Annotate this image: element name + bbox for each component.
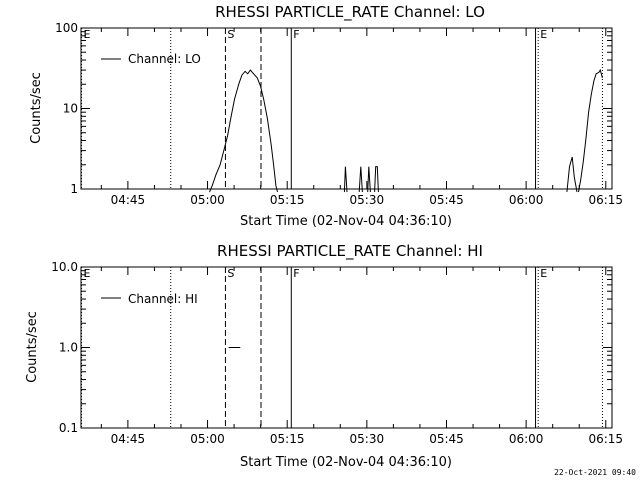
hi-x-tick-label: 06:00 (509, 432, 544, 446)
lo-y-axis-label: Counts/sec (29, 72, 44, 144)
lo-marker-label: E (84, 28, 91, 41)
lo-x-tick-label: 06:15 (588, 193, 623, 207)
hi-channel-panel: RHESSI PARTICLE_RATE Channel: HI Start T… (25, 242, 623, 470)
hi-y-tick-label: 1.0 (59, 341, 78, 355)
lo-x-tick-label: 05:15 (270, 193, 305, 207)
lo-x-tick-label: 04:45 (111, 193, 146, 207)
hi-marker-label: S (227, 267, 234, 280)
hi-chart-title: RHESSI PARTICLE_RATE Channel: HI (217, 242, 483, 261)
lo-series-line (358, 166, 363, 193)
lo-marker-label: S (227, 28, 234, 41)
lo-y-tick-label: 1 (70, 182, 78, 196)
lo-x-tick-label: 06:00 (509, 193, 544, 207)
lo-x-tick-label: 05:00 (190, 193, 225, 207)
hi-x-tick-label: 04:45 (111, 432, 146, 446)
hi-x-tick-label: 05:00 (190, 432, 225, 446)
lo-x-axis-label: Start Time (02-Nov-04 04:36:10) (240, 214, 452, 229)
hi-x-tick-label: 05:15 (270, 432, 305, 446)
lo-x-tick-label: 05:30 (350, 193, 385, 207)
lo-series-line (578, 68, 603, 193)
hi-y-tick-label: 0.1 (59, 421, 78, 435)
generation-timestamp: 22-Oct-2021 09:40 (554, 468, 636, 477)
lo-y-tick-label: 100 (55, 21, 78, 35)
lo-x-tick-label: 05:45 (429, 193, 464, 207)
lo-series-line (374, 166, 379, 193)
hi-x-axis-label: Start Time (02-Nov-04 04:36:10) (240, 455, 452, 470)
hi-marker-label: E (540, 267, 547, 280)
lo-channel-panel: RHESSI PARTICLE_RATE Channel: LO Start T… (29, 3, 623, 229)
hi-y-tick-label: 10.0 (51, 260, 78, 274)
lo-series-line (367, 166, 371, 193)
hi-marker-label: F (293, 267, 299, 280)
lo-marker-label: F (293, 28, 299, 41)
hi-x-tick-label: 06:15 (588, 432, 623, 446)
hi-y-axis-label: Counts/sec (25, 311, 40, 383)
lo-series-line (209, 69, 278, 193)
hi-marker-label: E (84, 267, 91, 280)
lo-y-tick-label: 10 (63, 102, 78, 116)
lo-series-line (343, 166, 348, 193)
lo-chart-title: RHESSI PARTICLE_RATE Channel: LO (215, 3, 485, 22)
lo-series-line (566, 156, 578, 193)
hi-x-tick-label: 05:45 (429, 432, 464, 446)
hi-x-tick-label: 05:30 (350, 432, 385, 446)
hi-legend-label: Channel: HI (128, 292, 198, 306)
lo-legend-label: Channel: LO (128, 52, 201, 66)
lo-marker-label: E (540, 28, 547, 41)
